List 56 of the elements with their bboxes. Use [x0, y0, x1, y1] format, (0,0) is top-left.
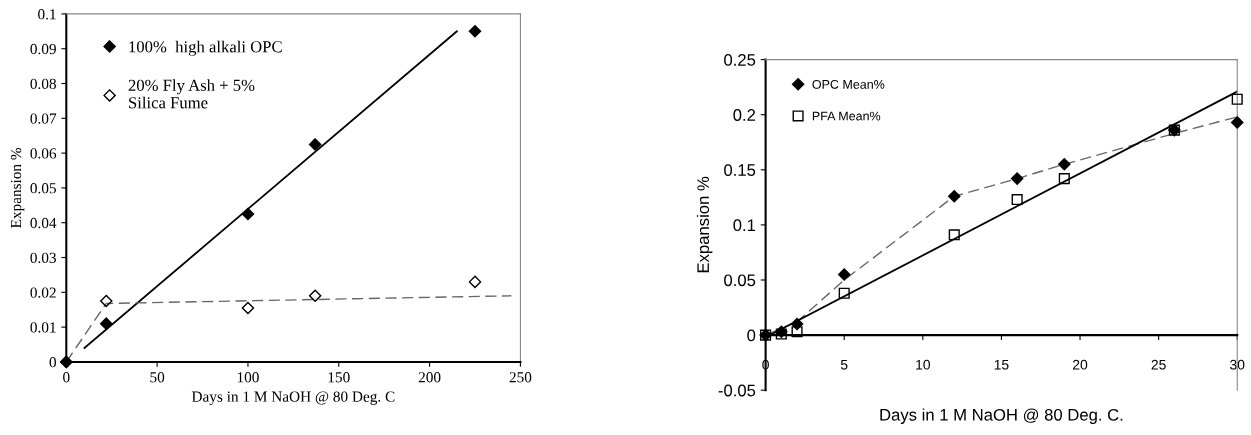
point — [1231, 93, 1243, 105]
point — [100, 317, 113, 330]
y-tick-label: 0.04 — [30, 217, 57, 229]
legend-label: 20% Fly Ash + 5% Silica Fume — [128, 79, 255, 109]
x-tick-label: 15 — [994, 359, 1009, 370]
x-tick-label: 0 — [63, 372, 70, 383]
y-tick-label: 0.02 — [30, 287, 56, 298]
y-tick-label: 0.1 — [733, 219, 756, 232]
y-tick-label: 0.1 — [38, 9, 56, 20]
point — [308, 289, 322, 303]
y-tick-label: 0.09 — [30, 43, 56, 55]
y-tick-label: 0.06 — [30, 148, 57, 159]
y-tick-label: 0.01 — [30, 322, 56, 333]
y-tick-label: 0.03 — [30, 252, 56, 264]
x-tick-label: 250 — [509, 372, 532, 383]
y-tick-label: 0.05 — [724, 274, 756, 287]
point — [1058, 158, 1071, 171]
x-axis-title: Days in 1 M NaOH @ 80 Deg. C. — [880, 408, 1123, 424]
point — [241, 301, 255, 315]
y-tick-label: -0.05 — [718, 384, 756, 397]
x-tick-label: 5 — [840, 359, 848, 370]
x-tick-label: 150 — [328, 372, 350, 383]
point — [1011, 193, 1023, 206]
x-tick-label: 25 — [1151, 359, 1166, 370]
legend-label: PFA Mean% — [812, 111, 881, 121]
y-tick-label: 0.25 — [724, 54, 756, 66]
y-tick-label: 0.08 — [30, 78, 56, 90]
y-tick-label: 0.05 — [30, 183, 56, 194]
x-tick-label: 20 — [1073, 359, 1088, 370]
x-tick-label: 10 — [916, 359, 930, 370]
y-tick-label: 0 — [747, 329, 756, 342]
point — [1058, 173, 1070, 185]
x-tick-label: 30 — [1230, 359, 1245, 370]
point — [791, 326, 803, 338]
y-axis-title: Expansion % — [10, 147, 25, 228]
point — [838, 287, 850, 299]
y-tick-label: 0.2 — [733, 109, 756, 121]
x-tick-label: 50 — [150, 372, 165, 383]
y-tick-label: 0.07 — [30, 113, 57, 124]
x-tick-label: 200 — [418, 372, 441, 383]
legend-label: OPC Mean% — [812, 79, 885, 89]
point — [241, 207, 255, 221]
point — [308, 138, 322, 151]
x-tick-label: 100 — [237, 372, 259, 383]
point — [1230, 116, 1244, 129]
point — [837, 268, 851, 281]
legend-label: 100% high alkali OPC — [129, 40, 282, 56]
y-axis-title: Expansion % — [696, 176, 713, 273]
point — [948, 189, 961, 203]
x-axis-title: Days in 1 M NaOH @ 80 Deg. C — [191, 391, 395, 405]
point — [948, 229, 960, 241]
y-tick-label: 0.15 — [724, 164, 756, 176]
point — [468, 25, 482, 38]
point — [468, 275, 482, 289]
point — [1010, 172, 1024, 185]
point — [100, 294, 113, 308]
